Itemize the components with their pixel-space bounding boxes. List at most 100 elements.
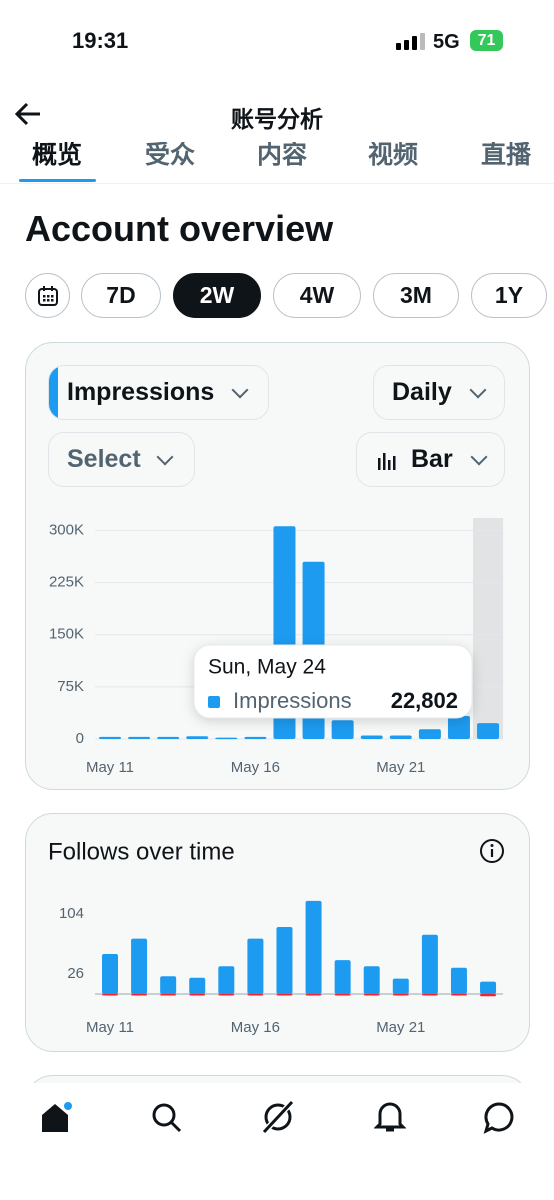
range-pill[interactable]: 3M: [373, 273, 459, 318]
status-time: 19:31: [72, 28, 129, 53]
bar: [389, 735, 412, 739]
tab-underline: [19, 179, 96, 182]
bar: [477, 723, 500, 739]
y-tick-label: 300K: [49, 521, 84, 538]
chart-style-label: Bar: [411, 445, 453, 473]
bar: [218, 993, 235, 996]
network: 5G: [433, 31, 460, 53]
search-icon[interactable]: [150, 1101, 184, 1135]
tab[interactable]: 受众: [144, 141, 195, 169]
range-pill[interactable]: 4W: [273, 273, 361, 318]
bar: [334, 960, 351, 994]
bar: [276, 927, 293, 994]
bar: [360, 735, 383, 739]
home-icon[interactable]: [38, 1101, 78, 1137]
tooltip-title: Sun, May 24: [208, 656, 326, 679]
bottom-nav: [0, 1083, 554, 1200]
bar: [244, 736, 267, 739]
heading: Account overview: [25, 208, 334, 249]
y-tick-label: 0: [76, 730, 84, 747]
x-tick-label: May 16: [231, 1019, 280, 1036]
header-title: 账号分析: [231, 106, 323, 132]
header: [0, 82, 554, 142]
bar: [480, 981, 497, 994]
chart-style-dropdown[interactable]: Bar: [356, 432, 505, 487]
y-tick-label: 150K: [49, 626, 84, 643]
highlight-column: [473, 518, 504, 739]
bar: [189, 977, 206, 994]
bar: [392, 993, 409, 996]
info-icon[interactable]: [479, 838, 505, 864]
metric-label: Impressions: [67, 378, 215, 406]
range-pill[interactable]: 2W: [173, 273, 261, 318]
bar: [447, 716, 470, 739]
tab[interactable]: 视频: [367, 141, 418, 169]
bar: [102, 953, 118, 994]
bar: [247, 993, 264, 996]
bar: [418, 729, 441, 739]
interval-label: Daily: [392, 378, 452, 406]
bar: [102, 993, 118, 996]
bar: [276, 993, 293, 996]
bar: [131, 993, 148, 996]
y-tick-label: 75K: [57, 678, 84, 695]
interval-dropdown[interactable]: Daily: [373, 365, 505, 420]
bar: [421, 934, 438, 994]
y-tick-label: 26: [67, 965, 84, 982]
bar: [218, 966, 235, 994]
bar: [450, 967, 467, 994]
battery: 71: [470, 30, 503, 51]
tab[interactable]: 内容: [256, 141, 307, 169]
tooltip-swatch: [208, 696, 220, 708]
bar: [99, 736, 121, 739]
x-tick-label: May 11: [86, 1019, 134, 1036]
x-tick-label: May 21: [376, 1019, 425, 1036]
calendar-button[interactable]: [25, 273, 70, 318]
bar: [160, 993, 177, 996]
bar: [157, 736, 180, 739]
compare-dropdown[interactable]: Select: [48, 432, 195, 487]
bar: [363, 993, 380, 996]
tooltip-value: 22,802: [391, 688, 458, 713]
chart-title: Follows over time: [48, 838, 235, 865]
bar: [128, 736, 151, 739]
tab[interactable]: 直播: [480, 141, 531, 169]
tab-strip: 概览 受众 内容 视频 直播: [0, 137, 554, 183]
bar: [363, 966, 380, 994]
y-tick-label: 225K: [49, 574, 84, 591]
metric-dropdown[interactable]: Impressions: [48, 365, 269, 420]
bar: [215, 737, 238, 740]
x-tick-label: May 21: [376, 759, 425, 776]
x-tick-label: May 11: [86, 759, 134, 776]
notifications-icon[interactable]: [374, 1100, 406, 1134]
bar: [189, 993, 206, 996]
tooltip-series: Impressions: [233, 688, 352, 713]
bar: [305, 900, 322, 994]
tab[interactable]: 概览: [31, 141, 82, 169]
follows-chart: Follows over time 26 104 May 11 May 16 May 21: [48, 838, 503, 1036]
bar: [160, 976, 177, 994]
grok-icon[interactable]: [260, 1099, 296, 1135]
impressions-chart: 0 75K 150K 225K 300K May 11 May 16 May 21 Sun, M…: [49, 518, 504, 776]
messages-icon[interactable]: [483, 1101, 517, 1135]
bar: [305, 993, 322, 996]
bar: [480, 993, 497, 997]
tooltip: [193, 644, 473, 719]
bar: [334, 993, 351, 996]
compare-label: Select: [67, 445, 141, 473]
bar: [331, 720, 354, 739]
x-tick-label: May 16: [231, 759, 280, 776]
bar: [186, 736, 209, 739]
y-tick-label: 104: [59, 905, 84, 922]
range-pill[interactable]: 1Y: [471, 273, 547, 318]
signal-icon: [396, 33, 425, 50]
bar: [131, 938, 148, 994]
back-button[interactable]: [14, 100, 44, 128]
divider: [0, 183, 554, 184]
bar: [450, 993, 467, 996]
range-pill[interactable]: 7D: [81, 273, 161, 318]
bar: [421, 993, 438, 996]
bar: [392, 978, 409, 994]
bar: [247, 938, 264, 994]
